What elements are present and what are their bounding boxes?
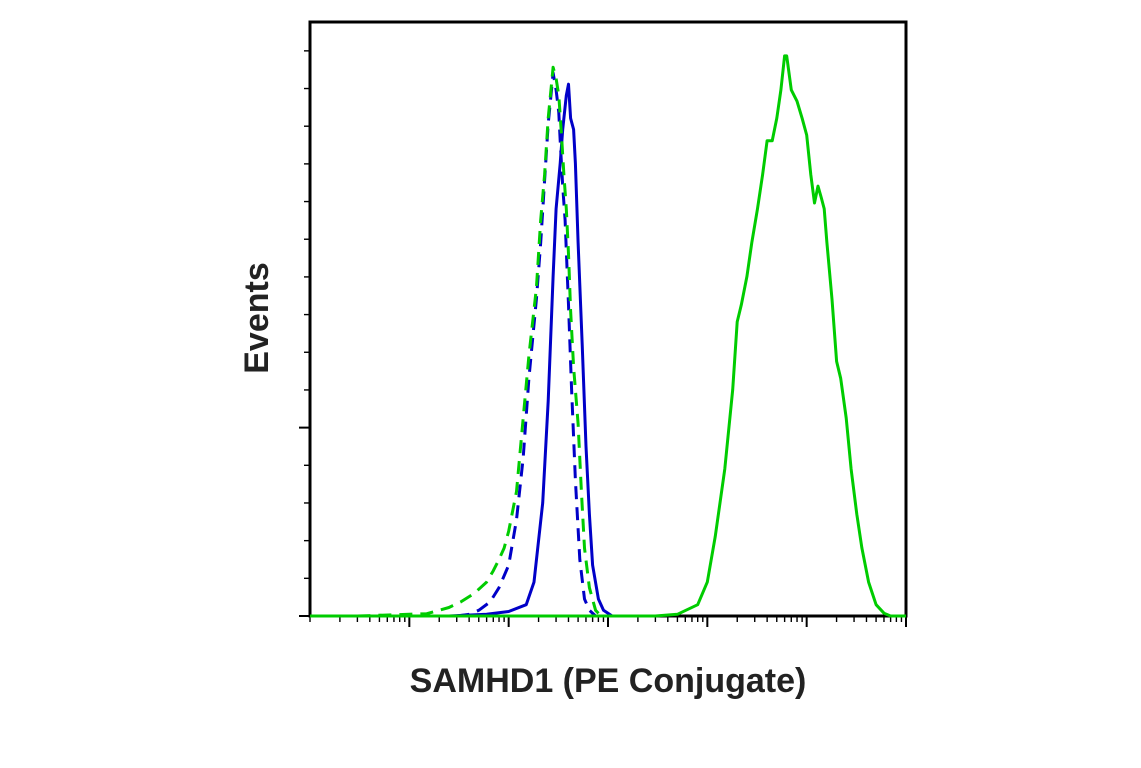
series-line-3 — [357, 65, 606, 618]
plot-area — [308, 20, 908, 618]
x-axis — [309, 616, 907, 627]
y-axis-label: Events — [238, 262, 276, 374]
series-line-4 — [310, 54, 906, 618]
plot-frame — [308, 20, 908, 618]
x-axis-label: SAMHD1 (PE Conjugate) — [410, 662, 807, 700]
series-lines — [310, 54, 906, 618]
series-line-1 — [448, 82, 620, 618]
y-axis — [299, 50, 310, 617]
